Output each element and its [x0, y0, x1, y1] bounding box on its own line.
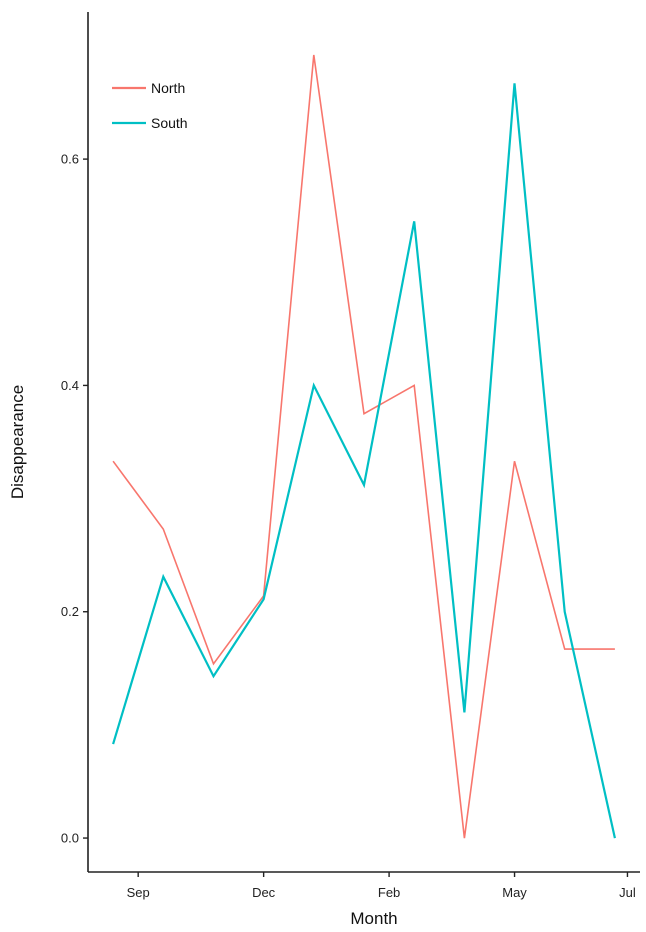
x-tick-label: May [502, 885, 527, 900]
y-tick-label: 0.6 [61, 152, 79, 167]
legend: North South [112, 80, 188, 131]
legend-label-north: North [151, 80, 185, 96]
legend-label-south: South [151, 115, 188, 131]
x-tick-label: Feb [378, 885, 400, 900]
x-tick-label: Jul [619, 885, 636, 900]
series-line-south [112, 83, 616, 839]
y-axis-title: Disappearance [8, 385, 27, 499]
y-tick-label: 0.2 [61, 604, 79, 619]
series-line-north [112, 54, 615, 839]
y-tick-label: 0.4 [61, 378, 79, 393]
x-tick-label: Sep [127, 885, 150, 900]
y-axis-ticks: 0.0 0.2 0.4 0.6 [61, 152, 88, 846]
x-tick-label: Dec [252, 885, 276, 900]
series-layer [112, 54, 616, 839]
x-axis-ticks: Sep Dec Feb May Jul [127, 872, 636, 900]
x-axis-title: Month [350, 909, 397, 928]
y-tick-label: 0.0 [61, 831, 79, 846]
